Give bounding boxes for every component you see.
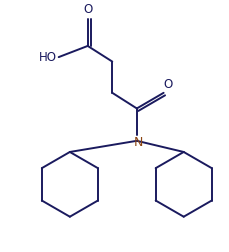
Text: O: O: [83, 3, 92, 16]
Text: O: O: [164, 78, 173, 90]
Text: N: N: [133, 136, 143, 149]
Text: HO: HO: [38, 51, 57, 64]
